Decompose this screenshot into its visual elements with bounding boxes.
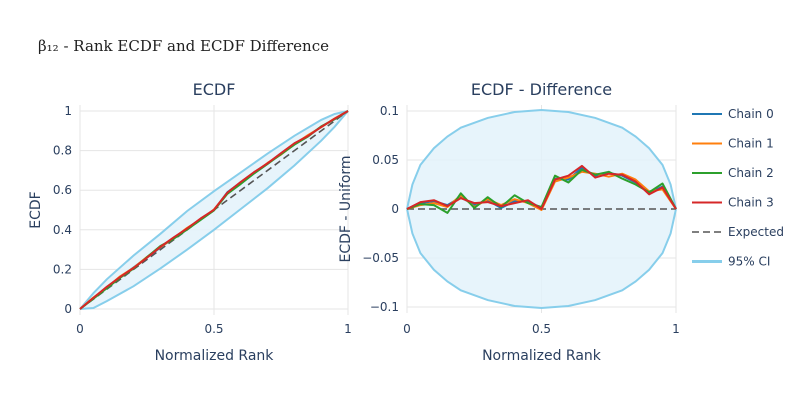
legend-label: Expected [728, 225, 784, 239]
legend-label: Chain 0 [728, 107, 774, 121]
diff-x-tick-label: 1 [672, 322, 680, 336]
ecdf-ci-upper-line [79, 110, 349, 310]
ecdf-series-chain-3 [79, 110, 349, 310]
diff-y-tick-label: 0.05 [372, 153, 399, 167]
ecdf-x-tick-label: 0 [76, 322, 84, 336]
ecdf-difference-panel: ECDF - Difference −0.1 −0.05 0 0.05 0.1 0 0.5 1 N… [338, 80, 680, 364]
legend-label: Chain 2 [728, 166, 774, 180]
ecdf-y-tick-label: 0.6 [53, 183, 72, 197]
legend-item: 95% CI [692, 255, 770, 269]
ecdf-x-axis-title: Normalized Rank [155, 348, 275, 364]
ecdf-x-tick-label: 1 [344, 322, 352, 336]
diff-y-tick-label: 0 [391, 202, 399, 216]
ecdf-y-tick-label: 1 [64, 104, 72, 118]
legend-item: Chain 2 [692, 166, 774, 180]
legend-item: Chain 3 [692, 196, 774, 210]
figure-title: β₁₂ - Rank ECDF and ECDF Difference [38, 37, 329, 55]
ecdf-y-tick-label: 0.2 [53, 262, 72, 276]
ecdf-y-axis-title: ECDF [28, 191, 44, 228]
legend-label: Chain 3 [728, 196, 774, 210]
diff-series-chain-3 [406, 164, 677, 210]
ecdf-title: ECDF [193, 80, 236, 99]
ecdf-y-tick-label: 0.8 [53, 144, 72, 158]
ecdf-panel: ECDF 0 0.2 0.4 0.6 0.8 1 0 0.5 1 Normalized Rank EC… [28, 80, 352, 364]
legend: Chain 0 Chain 1 Chain 2 Chain 3 Expected 95% … [692, 107, 784, 269]
diff-x-axis-title: Normalized Rank [482, 348, 602, 364]
ecdf-ci-lower-line [79, 110, 349, 310]
legend-label: 95% CI [728, 255, 770, 269]
diff-x-tick-label: 0.5 [532, 322, 551, 336]
legend-item: Chain 0 [692, 107, 774, 121]
diff-y-tick-label: −0.1 [370, 300, 399, 314]
legend-label: Chain 1 [728, 137, 774, 151]
diff-title: ECDF - Difference [471, 80, 612, 99]
diff-ci-lower-line [406, 208, 677, 310]
ecdf-x-tick-label: 0.5 [204, 322, 223, 336]
diff-y-axis-title: ECDF - Uniform [338, 155, 354, 262]
legend-item: Expected [692, 225, 784, 239]
diff-y-tick-label: −0.05 [362, 251, 399, 265]
diff-ci-upper-line [406, 108, 677, 210]
diff-x-tick-label: 0 [403, 322, 411, 336]
ecdf-y-tick-label: 0.4 [53, 223, 72, 237]
legend-item: Chain 1 [692, 137, 774, 151]
diff-y-tick-label: 0.1 [380, 104, 399, 118]
ecdf-y-tick-label: 0 [64, 302, 72, 316]
